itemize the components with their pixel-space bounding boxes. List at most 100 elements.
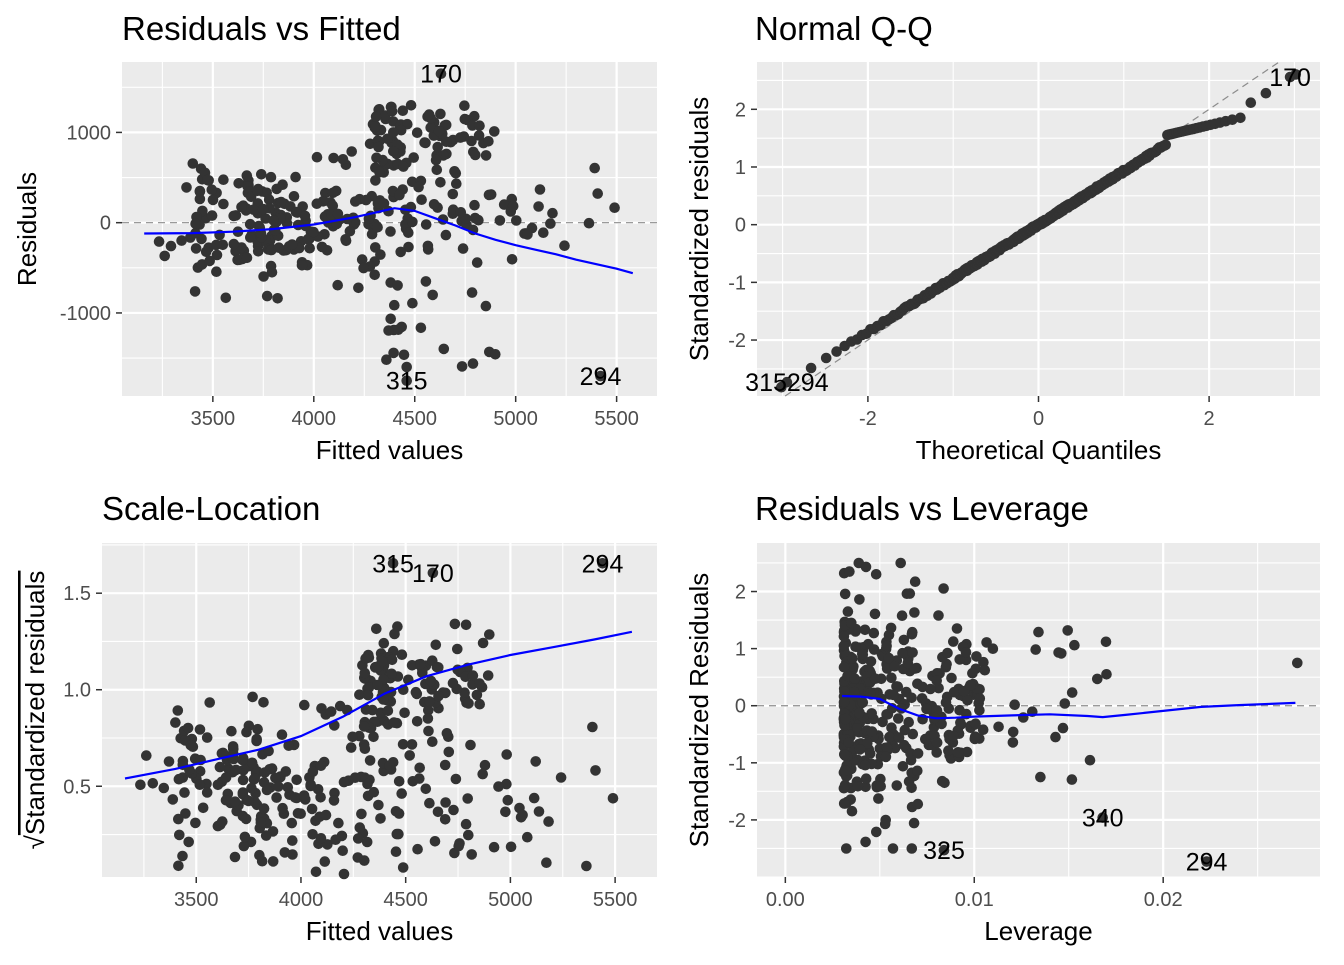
data-point <box>455 207 467 218</box>
x-axis-title: Fitted values <box>306 916 453 946</box>
data-point <box>960 647 972 658</box>
data-point <box>390 806 402 817</box>
data-point <box>533 806 545 817</box>
data-point <box>517 809 528 821</box>
data-point <box>842 606 854 617</box>
data-point <box>372 679 383 691</box>
data-point <box>272 293 283 304</box>
data-point <box>838 631 850 642</box>
data-point <box>218 198 229 210</box>
data-point <box>346 146 358 157</box>
data-point <box>907 647 918 658</box>
data-point <box>190 817 201 829</box>
data-point <box>440 229 452 241</box>
data-point <box>846 617 857 629</box>
data-point <box>378 637 390 649</box>
data-point <box>1069 639 1080 651</box>
data-point <box>887 843 899 854</box>
data-point <box>401 361 413 373</box>
data-point <box>258 697 269 708</box>
data-point <box>261 290 273 302</box>
data-point <box>942 647 953 659</box>
data-point <box>522 229 533 240</box>
data-point <box>912 748 924 759</box>
data-point <box>971 651 982 662</box>
data-point <box>879 818 891 830</box>
data-point <box>1059 698 1071 709</box>
data-point <box>268 215 280 226</box>
data-point <box>422 713 434 724</box>
data-point <box>399 707 410 719</box>
data-point <box>412 843 423 855</box>
data-point <box>251 733 262 745</box>
data-point <box>416 194 427 205</box>
data-point <box>839 749 850 761</box>
data-point <box>352 833 364 844</box>
data-point <box>471 257 483 268</box>
data-point <box>433 125 445 137</box>
data-point <box>299 210 311 222</box>
data-point <box>359 667 371 679</box>
data-point <box>970 718 981 729</box>
data-point <box>469 212 481 224</box>
data-point <box>460 619 472 631</box>
data-point <box>466 287 478 298</box>
panel-rvf: 170 315 294 3500 4000 4500 5000 5500 -1000 0 1000 R… <box>12 10 657 465</box>
data-point <box>466 849 478 860</box>
data-point <box>490 349 501 360</box>
data-point <box>471 689 483 701</box>
data-point <box>414 773 425 784</box>
data-point <box>306 803 318 815</box>
data-point <box>204 255 215 267</box>
data-point <box>903 716 914 728</box>
data-point <box>388 717 400 728</box>
data-point <box>368 731 379 743</box>
data-point <box>455 132 466 143</box>
data-point <box>163 756 175 767</box>
data-point <box>260 213 271 224</box>
data-point <box>207 194 219 206</box>
x-tick-label: 4000 <box>279 889 324 911</box>
data-point <box>338 776 350 788</box>
x-axis-title: Fitted values <box>316 435 463 465</box>
data-point <box>866 708 877 719</box>
data-point <box>427 289 439 301</box>
data-point <box>237 774 249 786</box>
data-point <box>308 226 319 238</box>
data-point <box>1160 139 1171 151</box>
data-point <box>428 199 440 210</box>
data-point <box>849 673 861 684</box>
data-point <box>206 184 218 195</box>
data-point <box>898 739 910 751</box>
y-tick-label: 1.5 <box>63 583 91 605</box>
data-point <box>319 856 331 867</box>
points <box>776 69 1301 393</box>
data-point <box>394 189 405 201</box>
data-point <box>411 716 423 727</box>
labeled-data-point <box>1201 856 1212 867</box>
x-axis-title: Theoretical Quantiles <box>916 435 1162 465</box>
y-tick-label: 1.0 <box>63 680 91 702</box>
data-point <box>609 202 620 213</box>
data-point <box>868 627 880 639</box>
data-point <box>948 730 959 742</box>
data-point <box>534 184 546 195</box>
data-point <box>407 297 418 309</box>
data-point <box>244 218 256 230</box>
data-point <box>252 185 263 197</box>
data-point <box>844 566 855 577</box>
data-point <box>862 737 873 749</box>
data-point <box>316 241 328 253</box>
data-point <box>931 737 943 748</box>
data-point <box>951 623 963 634</box>
data-point <box>877 716 888 728</box>
data-point <box>899 724 911 736</box>
data-point <box>277 179 288 190</box>
data-point <box>270 772 281 784</box>
data-point <box>247 691 258 703</box>
data-point <box>500 806 511 818</box>
data-point <box>405 100 417 111</box>
data-point <box>411 127 423 138</box>
data-point <box>962 694 973 706</box>
data-point <box>408 152 420 163</box>
